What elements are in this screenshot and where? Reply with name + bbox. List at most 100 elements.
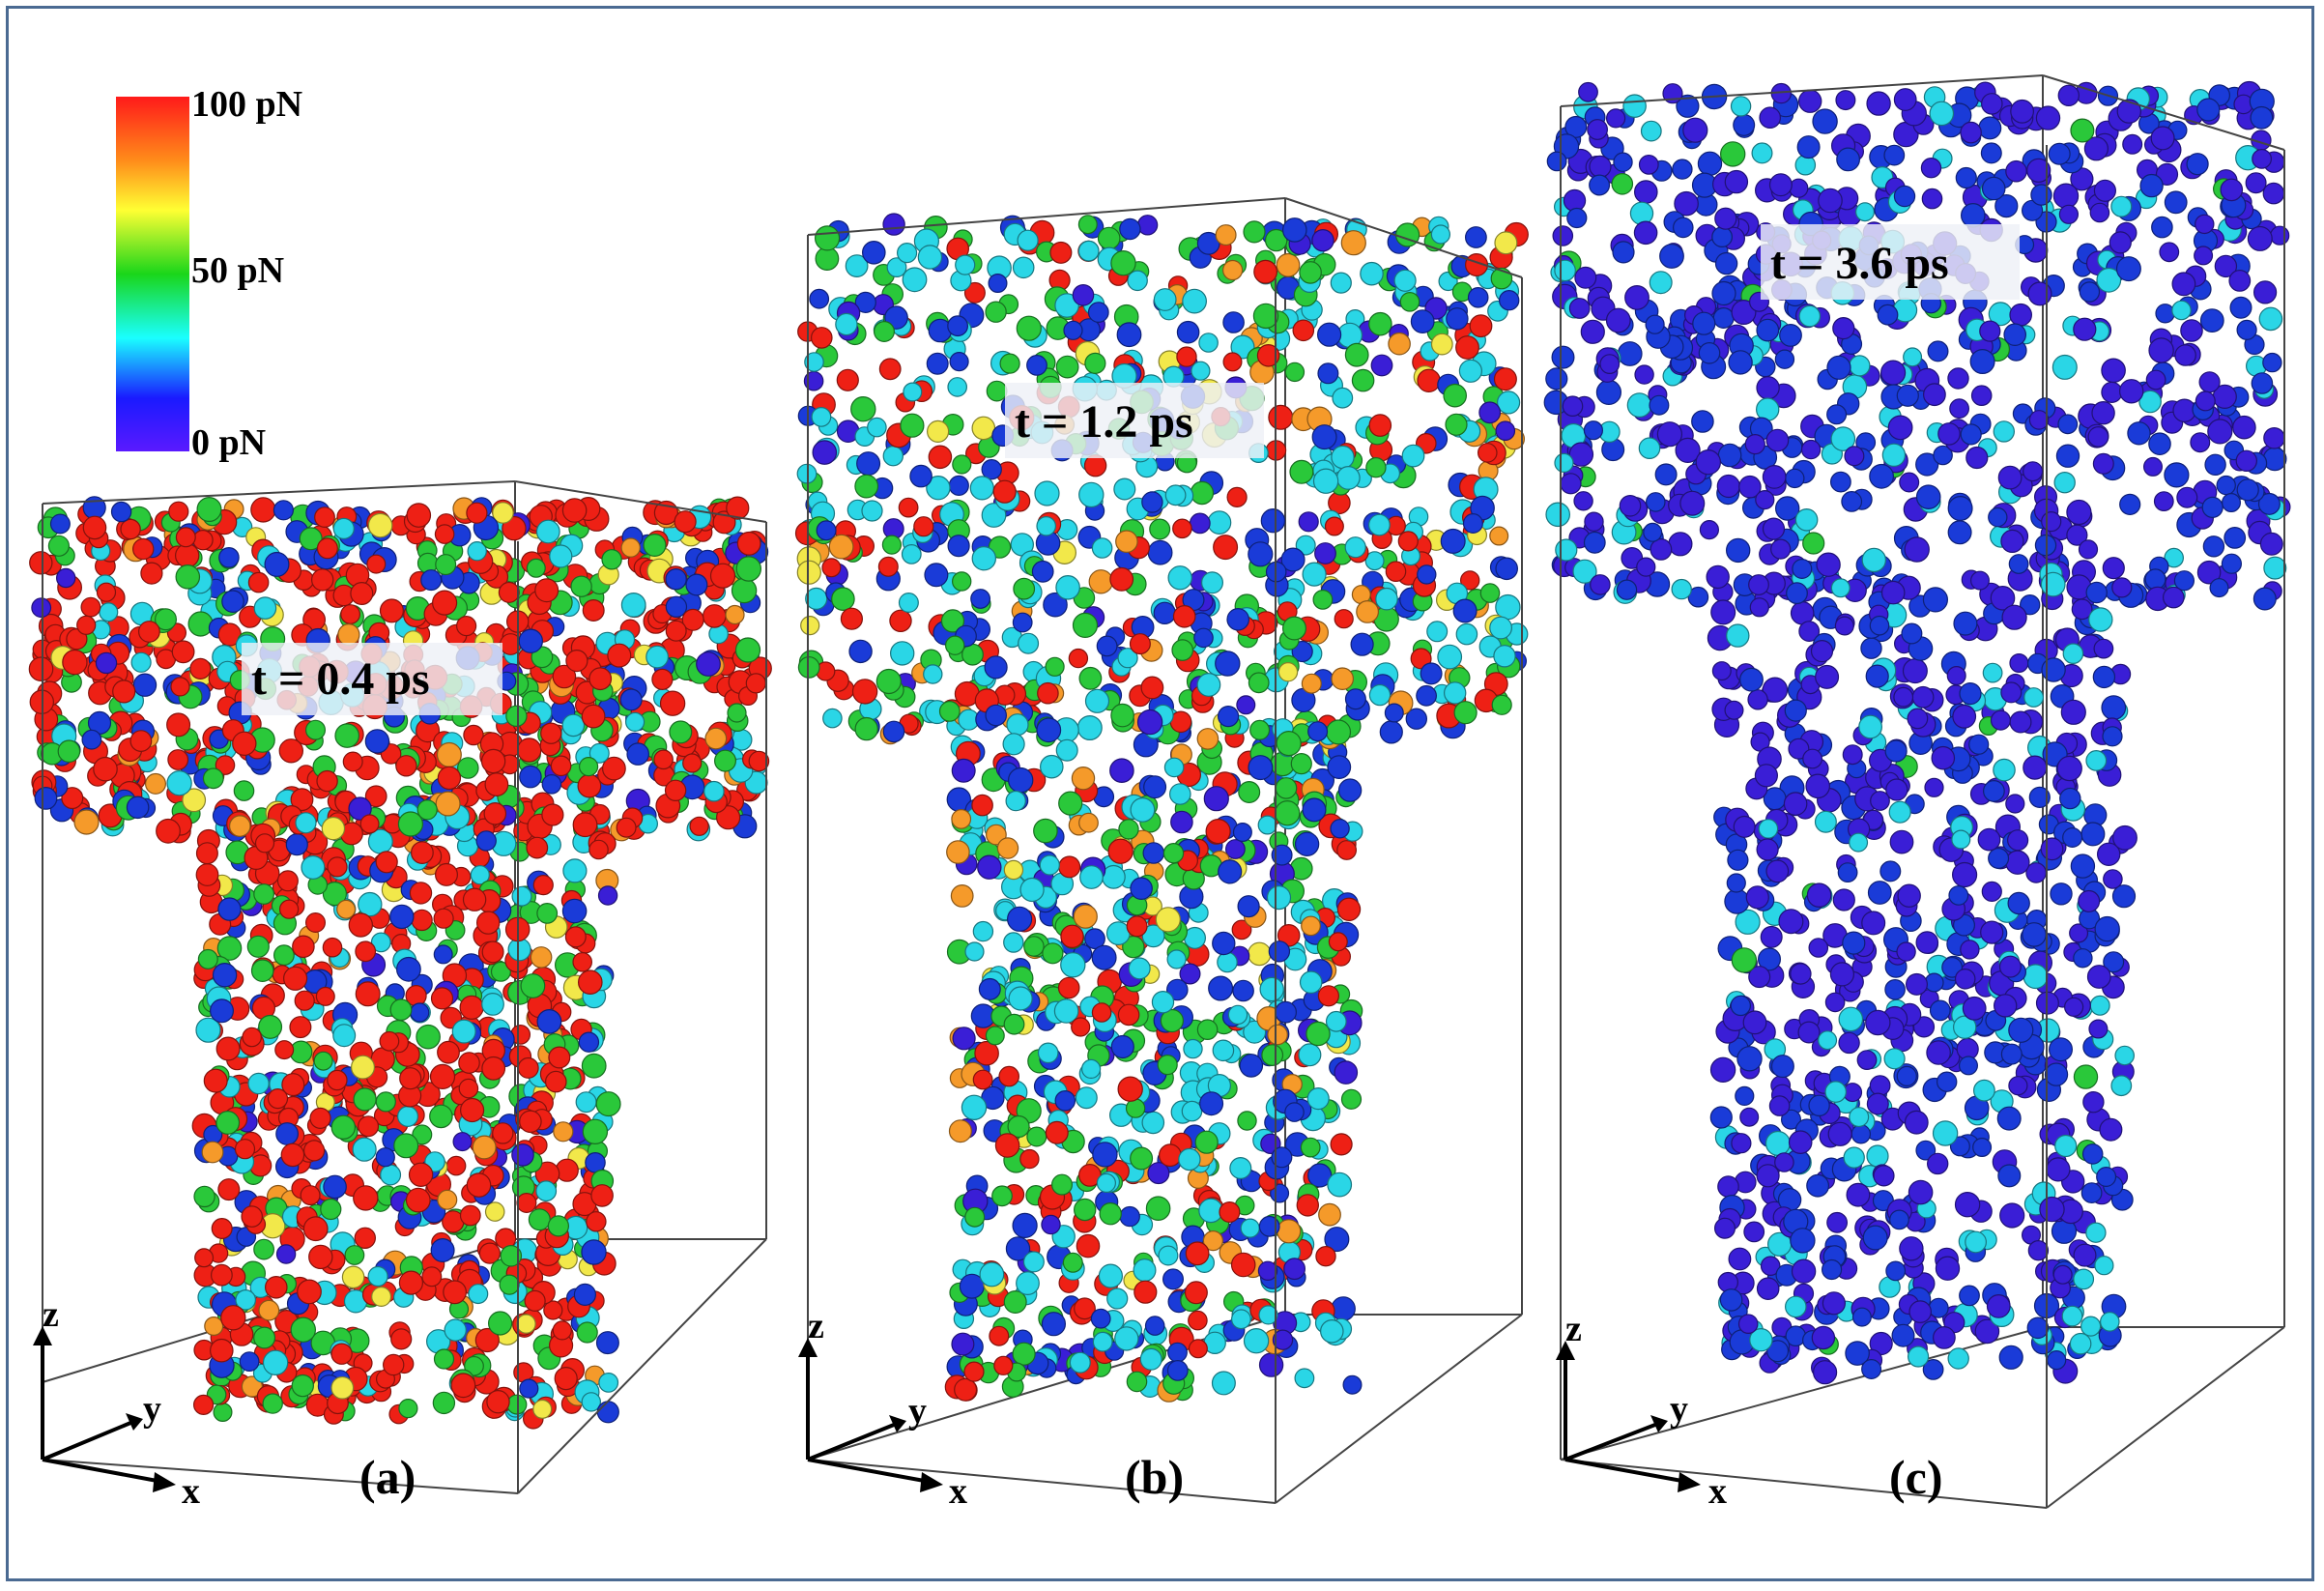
particle	[1861, 547, 1887, 573]
particle	[1130, 797, 1156, 823]
particle	[713, 749, 736, 772]
particle	[305, 911, 327, 933]
particle	[1110, 1034, 1134, 1059]
particle	[1237, 1111, 1257, 1131]
particle	[1455, 335, 1479, 360]
particle	[1088, 569, 1114, 594]
particle	[1151, 990, 1175, 1014]
particle	[949, 352, 969, 372]
particle	[1589, 155, 1612, 178]
particle	[1595, 379, 1622, 405]
particle	[2085, 1222, 2107, 1243]
particle	[1006, 713, 1029, 737]
particle	[890, 641, 915, 666]
particle	[1218, 859, 1243, 884]
particle	[1368, 414, 1392, 437]
particle	[1291, 640, 1313, 663]
particle	[1730, 995, 1752, 1017]
particle	[588, 742, 610, 764]
particle	[554, 1366, 578, 1391]
particle	[66, 628, 88, 651]
particle	[1883, 1048, 1906, 1070]
particle	[1296, 1194, 1320, 1217]
particle	[239, 1351, 260, 1372]
particle	[285, 833, 308, 856]
particle	[1379, 720, 1403, 744]
particle	[1858, 714, 1882, 739]
particle	[926, 476, 951, 501]
particle	[526, 558, 546, 578]
particle	[302, 1216, 329, 1242]
particle	[175, 564, 201, 590]
particle	[294, 990, 315, 1011]
particle	[2216, 475, 2236, 496]
particle	[516, 1192, 537, 1213]
particle	[1869, 463, 1894, 489]
particle	[845, 254, 869, 278]
particle	[526, 836, 549, 859]
particle	[351, 1055, 376, 1080]
particle	[940, 609, 965, 633]
particle	[267, 1087, 289, 1110]
particle	[2127, 421, 2151, 446]
particle	[1005, 1236, 1031, 1261]
particle	[1827, 1121, 1852, 1146]
particle	[1317, 985, 1340, 1007]
particle	[952, 454, 972, 475]
particle	[275, 1244, 297, 1264]
particle	[1277, 662, 1299, 682]
particle	[168, 501, 189, 522]
particle	[1545, 367, 1568, 391]
particle	[1037, 1042, 1059, 1064]
particle	[2007, 829, 2029, 852]
particle	[2073, 1268, 2095, 1290]
particle	[1616, 579, 1638, 600]
particle	[379, 1030, 400, 1052]
particle	[1726, 623, 1750, 648]
particle	[1268, 404, 1294, 430]
particle	[437, 1040, 460, 1064]
particle	[1259, 976, 1284, 1002]
particle	[1248, 755, 1274, 781]
particle	[1139, 1347, 1162, 1371]
particle	[410, 1002, 430, 1023]
particle	[175, 527, 196, 548]
particle	[1227, 1004, 1248, 1026]
particle	[588, 839, 609, 860]
particle	[1924, 972, 1944, 993]
particle	[430, 987, 454, 1010]
particle	[970, 589, 990, 609]
particle	[1091, 944, 1117, 970]
particle	[1656, 421, 1683, 448]
particle	[1080, 1058, 1102, 1080]
particle	[280, 1143, 305, 1168]
particle	[2199, 308, 2224, 333]
particle	[2073, 1243, 2097, 1267]
particle	[2082, 1090, 2105, 1114]
particle	[1283, 1258, 1305, 1281]
particle	[1802, 532, 1825, 555]
particle	[951, 758, 976, 783]
particle	[1951, 829, 1971, 850]
particle	[1334, 1060, 1359, 1085]
particle	[82, 515, 107, 540]
particle	[2048, 142, 2071, 165]
particle	[1972, 1079, 1995, 1102]
particle	[2204, 453, 2226, 476]
particle	[316, 537, 338, 560]
particle	[1947, 367, 1969, 390]
particle	[498, 581, 520, 603]
particle	[279, 899, 300, 919]
particle	[1126, 1371, 1148, 1393]
particle	[800, 615, 820, 636]
particle	[1302, 797, 1327, 823]
particle	[950, 884, 974, 908]
particle	[1993, 758, 2016, 782]
particle	[2198, 371, 2221, 393]
particle	[1836, 147, 1860, 172]
particle	[1043, 592, 1068, 618]
particle	[1774, 1152, 1794, 1172]
colorbar-max-label: 100 pN	[191, 84, 302, 125]
particle	[602, 756, 626, 781]
particle	[2111, 884, 2137, 909]
